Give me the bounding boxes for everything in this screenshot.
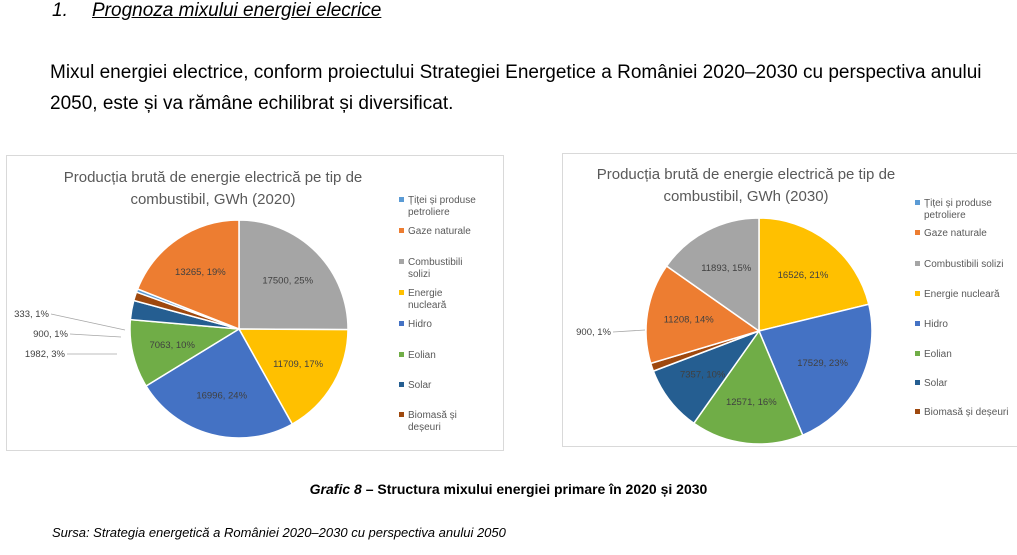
legend-swatch-titei — [399, 197, 404, 202]
data-label-biomasa-si-deseuri: 900, 1% — [33, 329, 68, 340]
data-label-hidro: 16996, 24% — [196, 390, 247, 401]
pie-slice-gaze-naturale — [136, 219, 240, 331]
data-label-solar: 1982, 3% — [25, 349, 66, 360]
intro-paragraph: Mixul energiei electrice, conform proiec… — [50, 62, 982, 114]
legend-swatch-solar — [399, 382, 404, 387]
legend-swatch-nucleara — [399, 290, 404, 295]
leader-line-titei-si-produse-petroliere — [50, 313, 126, 331]
legend-swatch-eolian — [915, 351, 920, 356]
leader-line-biomasa-si-deseuri — [69, 333, 122, 338]
data-label-combustibili-solizi: 11893, 15% — [701, 263, 752, 274]
data-label-energie-nucleara: 16526, 21% — [778, 270, 829, 281]
chart-panel-2030: Producția brută de energie electrică pe … — [562, 153, 1017, 447]
figure-caption: Grafic 8 – Structura mixului energiei pr… — [0, 481, 1017, 497]
section-title: Prognoza mixului energiei elecrice — [92, 0, 382, 21]
pie-slice-gaze-naturale — [645, 264, 761, 365]
legend-swatch-gaze — [915, 230, 920, 235]
data-label-eolian: 7063, 10% — [149, 340, 195, 351]
legend-swatch-titei — [915, 200, 920, 205]
legend-label-gaze: Gaze naturale — [924, 228, 987, 239]
data-label-gaze-naturale: 13265, 19% — [175, 267, 226, 278]
legend-label-titei: Țiței și produse petroliere — [924, 198, 992, 221]
legend-swatch-eolian — [399, 352, 404, 357]
data-label-combustibili-solizi: 17500, 25% — [262, 276, 313, 287]
pie-slice-energie-nucleara — [758, 217, 870, 332]
data-label-titei-si-produse-petroliere: 333, 1% — [14, 309, 49, 320]
legend-label-eolian: Eolian — [924, 349, 952, 360]
pie-slice-combustibili-solizi — [665, 217, 760, 333]
data-label-energie-nucleara: 11709, 17% — [273, 359, 324, 370]
chart-title-line-2: combustibil, GWh (2030) — [663, 188, 828, 205]
pie-slice-combustibili-solizi — [238, 219, 349, 331]
leader-line-biomasa-si-deseuri — [612, 329, 646, 333]
data-label-hidro: 17529, 23% — [797, 358, 848, 369]
legend-swatch-biomasa — [399, 412, 404, 417]
legend-swatch-hidro — [915, 321, 920, 326]
legend-swatch-nucleara — [915, 291, 920, 296]
legend-label-solar: Solar — [924, 378, 948, 389]
legend-swatch-solizi — [399, 259, 404, 264]
legend-label-nucleara: Energie nucleară — [924, 289, 1000, 300]
legend-label-solizi: Combustibili solizi — [924, 259, 1003, 270]
legend-swatch-solar — [915, 380, 920, 385]
pie-chart-2030: Producția brută de energie electrică pe … — [576, 166, 1008, 445]
legend-label-hidro: Hidro — [408, 319, 432, 330]
section-number: 1. — [52, 0, 68, 21]
legend-label-solizi: Combustibili solizi — [408, 257, 462, 280]
pie-slice-hidro — [145, 327, 294, 439]
data-label-biomasa-si-deseuri: 900, 1% — [576, 327, 611, 338]
legend-label-nucleara: Energie nucleară — [408, 288, 447, 311]
legend-swatch-hidro — [399, 321, 404, 326]
chart-title-line-2: combustibil, GWh (2020) — [130, 191, 295, 208]
legend-label-titei: Țiței și produse petroliere — [408, 195, 476, 218]
section-heading: 1. Prognoza mixului energiei elecrice — [52, 0, 381, 22]
legend-label-biomasa: Biomasă și deșeuri — [408, 410, 457, 433]
data-label-eolian: 12571, 16% — [726, 397, 777, 408]
pie-slice-eolian — [692, 329, 804, 445]
legend-label-hidro: Hidro — [924, 319, 948, 330]
legend-label-biomasa: Biomasă și deșeuri — [924, 407, 1008, 418]
legend-label-solar: Solar — [408, 380, 432, 391]
legend-label-eolian: Eolian — [408, 350, 436, 361]
pie-chart-2020: Producția brută de energie electrică pe … — [14, 169, 476, 439]
data-label-solar: 7357, 10% — [680, 370, 726, 381]
legend-swatch-gaze — [399, 228, 404, 233]
pie-slice-energie-nucleara — [237, 328, 349, 426]
source-note: Sursa: Strategia energetică a României 2… — [52, 525, 506, 540]
legend-label-gaze: Gaze naturale — [408, 226, 471, 237]
legend-swatch-solizi — [915, 261, 920, 266]
chart-title-line-1: Producția brută de energie electrică pe … — [64, 169, 363, 186]
legend-swatch-biomasa — [915, 409, 920, 414]
data-label-gaze-naturale: 11208, 14% — [664, 315, 715, 326]
figure-number: Grafic 8 — [309, 481, 362, 497]
chart-panel-2020: Producția brută de energie electrică pe … — [6, 155, 504, 451]
figure-caption-text: – Structura mixului energiei primare în … — [361, 481, 708, 497]
pie-slice-hidro — [757, 303, 873, 437]
chart-title-line-1: Producția brută de energie electrică pe … — [597, 166, 896, 183]
